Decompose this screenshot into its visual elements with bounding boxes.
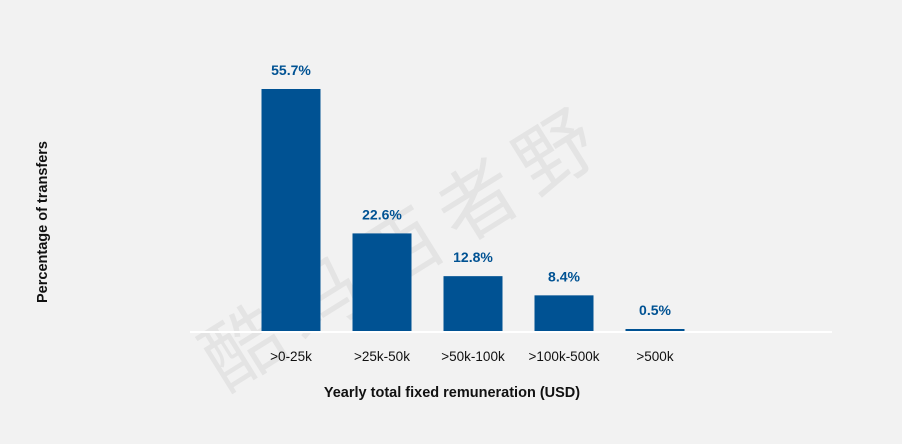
data-label-1: 22.6%	[362, 206, 402, 222]
bar-1	[352, 233, 412, 332]
x-tick-label-0: >0-25k	[270, 349, 312, 364]
bar-0	[261, 89, 321, 332]
x-tick-label-2: >50k-100k	[441, 349, 505, 364]
x-tick-label-3: >100k-500k	[529, 349, 600, 364]
x-tick-label-4: >500k	[636, 349, 673, 364]
x-tick-label-1: >25k-50k	[354, 349, 410, 364]
bar-3	[534, 295, 594, 332]
bar-2	[443, 276, 503, 332]
bars-group	[261, 89, 685, 332]
data-label-4: 0.5%	[639, 302, 671, 318]
data-label-2: 12.8%	[453, 249, 493, 265]
y-axis-title: Percentage of transfers	[35, 141, 51, 303]
data-labels-group: 55.7% 22.6% 12.8% 8.4% 0.5%	[271, 62, 671, 318]
data-label-0: 55.7%	[271, 62, 311, 78]
bar-4	[625, 329, 685, 332]
x-axis-title: Yearly total fixed remuneration (USD)	[324, 385, 580, 401]
data-label-3: 8.4%	[548, 268, 580, 284]
x-tick-labels-group: >0-25k >25k-50k >50k-100k >100k-500k >500k	[270, 349, 674, 364]
